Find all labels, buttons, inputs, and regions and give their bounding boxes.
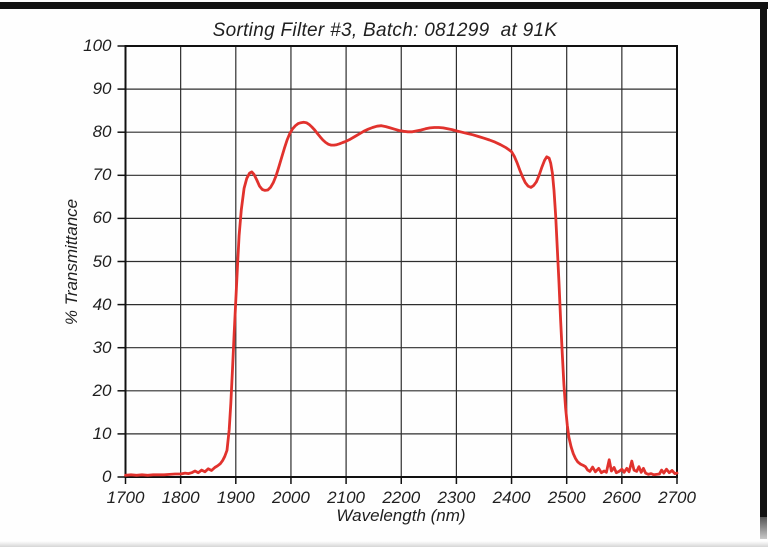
scan-smudge-bottom: [0, 541, 768, 547]
y-tick-label: 60: [92, 208, 112, 228]
y-tick-label: 40: [92, 294, 112, 314]
y-tick-label: 70: [92, 165, 112, 185]
scan-edge-right: [760, 2, 767, 517]
x-tick-label: 2600: [602, 488, 641, 507]
plot-border: [124, 45, 678, 478]
x-tick-label: 2000: [272, 488, 310, 507]
x-tick-label: 2100: [327, 488, 366, 507]
y-tick-label: 100: [83, 36, 112, 55]
y-tick-label: 10: [92, 423, 112, 443]
y-tick-label: 50: [92, 251, 112, 271]
scan-edge-right-fade: [760, 517, 767, 539]
x-tick-label: 1700: [106, 488, 145, 507]
scan-edge-top: [0, 2, 768, 9]
y-axis-label: % Transmittance: [62, 198, 81, 326]
x-tick-label: 2500: [547, 488, 586, 507]
y-tick-label: 0: [102, 467, 112, 486]
y-tick-label: 30: [92, 337, 112, 357]
x-tick-label: 2700: [658, 488, 696, 507]
x-tick-label: 2400: [492, 488, 531, 507]
x-tick-label: 1800: [161, 488, 200, 507]
x-tick-label: 1900: [216, 488, 255, 507]
y-tick-label: 80: [92, 122, 112, 142]
x-tick-label: 2300: [437, 488, 476, 507]
y-tick-label: 90: [92, 79, 112, 99]
x-tick-label: 2200: [382, 488, 421, 507]
chart-title: Sorting Filter #3, Batch: 081299 at 91K: [212, 20, 558, 41]
x-axis-label: Wavelength (nm): [336, 506, 466, 525]
y-tick-label: 20: [92, 380, 112, 400]
series-line-transmittance: [124, 120, 679, 477]
